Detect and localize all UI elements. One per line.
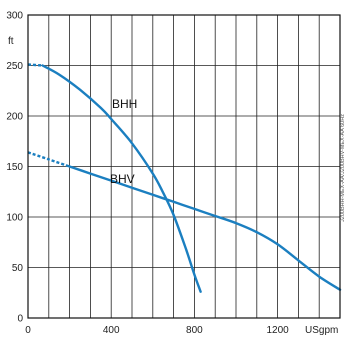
plot-frame bbox=[27, 14, 341, 319]
x-axis: 0 400 800 1200 bbox=[25, 325, 289, 336]
series-label-bhh: BHH bbox=[112, 97, 137, 111]
curves bbox=[27, 63, 342, 293]
x-tick-label: 800 bbox=[186, 325, 203, 336]
x-tick-label: 0 bbox=[25, 325, 31, 336]
y-tick-label: 100 bbox=[6, 213, 23, 224]
y-tick-label: 250 bbox=[6, 61, 23, 72]
curve-bhh-dashed bbox=[27, 63, 43, 67]
y-tick-label: 50 bbox=[12, 263, 24, 274]
curve-bhv-dashed bbox=[27, 151, 70, 168]
y-tick-label: 300 bbox=[6, 11, 23, 22]
x-unit-label: USgpm bbox=[305, 325, 338, 336]
curve-bhh bbox=[41, 64, 202, 293]
y-axis: 0 50 100 150 200 250 300 bbox=[6, 11, 23, 325]
y-tick-label: 200 bbox=[6, 112, 23, 123]
y-tick-label: 0 bbox=[17, 314, 23, 325]
x-tick-label: 400 bbox=[103, 325, 120, 336]
grid-lines bbox=[28, 15, 340, 318]
series-label-bhv: BHV bbox=[110, 172, 135, 186]
y-tick-label: 150 bbox=[6, 162, 23, 173]
model-note: J200BHH-MEX-AA/J200BHV-MEX-AA 60Hz bbox=[340, 114, 346, 222]
x-tick-label: 1200 bbox=[266, 325, 289, 336]
curve-bhv bbox=[68, 165, 342, 291]
y-unit-label: ft bbox=[8, 36, 14, 47]
